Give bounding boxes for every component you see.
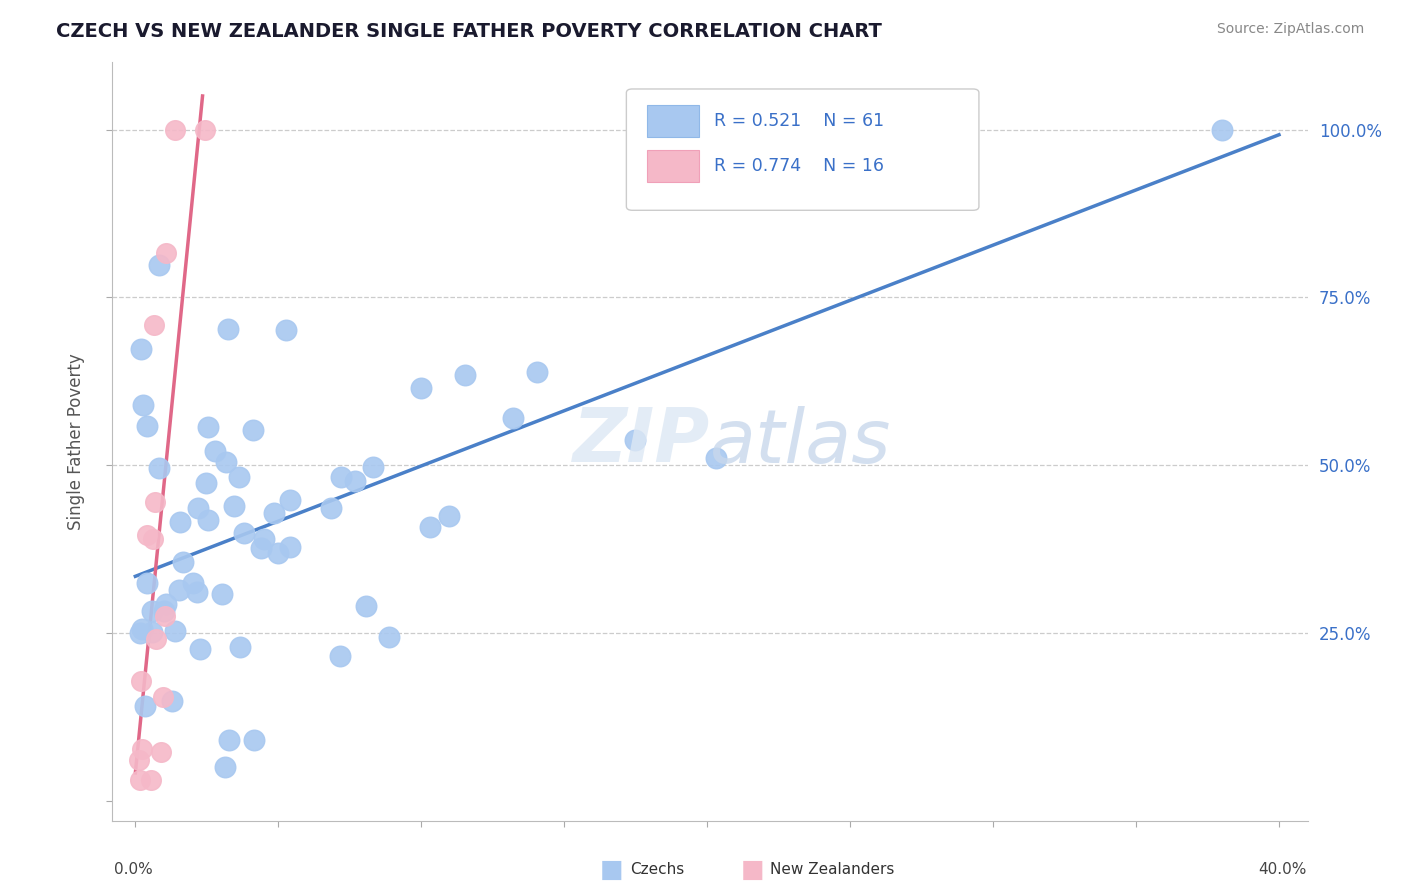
Text: 40.0%: 40.0% <box>1258 863 1306 878</box>
Point <box>145 632 167 647</box>
Point <box>131 673 153 688</box>
Point <box>155 597 177 611</box>
Y-axis label: Single Father Poverty: Single Father Poverty <box>67 353 86 530</box>
Point <box>233 525 256 540</box>
Point <box>135 528 157 542</box>
Point <box>214 760 236 774</box>
Point <box>148 258 170 272</box>
Point <box>142 318 165 332</box>
Point <box>169 515 191 529</box>
Point <box>363 459 385 474</box>
Point <box>188 641 211 656</box>
Point <box>131 741 153 756</box>
Point <box>197 420 219 434</box>
Point <box>128 753 150 767</box>
Point <box>704 450 727 465</box>
Text: New Zealanders: New Zealanders <box>770 863 894 877</box>
Text: R = 0.774    N = 16: R = 0.774 N = 16 <box>714 157 883 176</box>
Point <box>143 495 166 509</box>
Point <box>194 122 217 136</box>
Point <box>149 746 172 760</box>
Point <box>453 368 475 382</box>
Text: Czechs: Czechs <box>630 863 685 877</box>
Point <box>224 499 246 513</box>
FancyBboxPatch shape <box>647 151 699 182</box>
Point <box>319 500 342 515</box>
Point <box>152 690 174 705</box>
Text: 0.0%: 0.0% <box>114 863 152 878</box>
Point <box>330 469 353 483</box>
Point <box>186 585 208 599</box>
Text: ZIP: ZIP <box>572 405 710 478</box>
Point <box>242 423 264 437</box>
Point <box>155 608 177 623</box>
Point <box>419 520 441 534</box>
Point <box>139 773 162 788</box>
Point <box>242 732 264 747</box>
Point <box>132 398 155 412</box>
Point <box>148 461 170 475</box>
Point <box>526 365 548 379</box>
Point <box>195 475 218 490</box>
Point <box>439 509 461 524</box>
Point <box>278 541 301 555</box>
Point <box>167 583 190 598</box>
Point <box>377 631 399 645</box>
Point <box>328 648 350 663</box>
Point <box>181 575 204 590</box>
FancyBboxPatch shape <box>627 89 979 211</box>
Point <box>215 455 238 469</box>
Text: ■: ■ <box>741 858 763 881</box>
Point <box>502 410 524 425</box>
Text: atlas: atlas <box>710 406 891 477</box>
Point <box>153 604 176 618</box>
Point <box>163 624 186 639</box>
Point <box>278 493 301 508</box>
Point <box>160 694 183 708</box>
Point <box>197 513 219 527</box>
FancyBboxPatch shape <box>647 105 699 136</box>
Point <box>187 501 209 516</box>
Point <box>218 732 240 747</box>
Point <box>228 470 250 484</box>
Point <box>141 624 163 639</box>
Point <box>354 599 377 613</box>
Point <box>249 541 271 556</box>
Point <box>155 245 177 260</box>
Point <box>267 545 290 559</box>
Point <box>129 625 152 640</box>
Text: R = 0.521    N = 61: R = 0.521 N = 61 <box>714 112 884 130</box>
Text: Source: ZipAtlas.com: Source: ZipAtlas.com <box>1216 22 1364 37</box>
Point <box>263 507 285 521</box>
Point <box>859 129 882 144</box>
Point <box>172 555 194 569</box>
Point <box>253 532 276 546</box>
Text: CZECH VS NEW ZEALANDER SINGLE FATHER POVERTY CORRELATION CHART: CZECH VS NEW ZEALANDER SINGLE FATHER POV… <box>56 22 882 41</box>
Point <box>624 433 647 447</box>
Point <box>129 342 152 356</box>
Point <box>204 443 226 458</box>
Point <box>141 604 163 618</box>
Point <box>211 587 233 601</box>
Point <box>131 622 153 636</box>
Point <box>411 381 433 395</box>
Point <box>135 418 157 433</box>
Point <box>228 640 250 654</box>
Point <box>217 322 239 336</box>
Point <box>134 698 156 713</box>
Point <box>136 576 159 591</box>
Text: ■: ■ <box>600 858 623 881</box>
Point <box>142 532 165 546</box>
Point <box>163 122 186 136</box>
Point <box>343 475 366 489</box>
Point <box>1211 122 1233 136</box>
Point <box>276 323 298 337</box>
Point <box>128 773 150 788</box>
